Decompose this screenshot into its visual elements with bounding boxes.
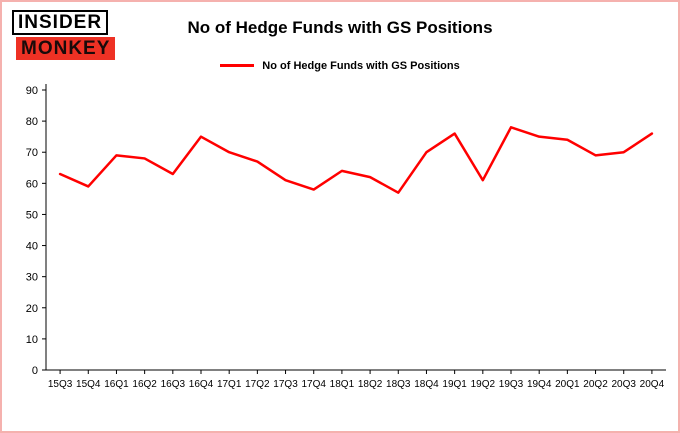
- x-tick-label: 17Q4: [301, 379, 326, 390]
- y-tick-label: 20: [26, 303, 38, 315]
- x-tick-label: 19Q2: [471, 379, 496, 390]
- x-tick-label: 20Q1: [555, 379, 580, 390]
- x-tick-label: 17Q3: [273, 379, 298, 390]
- x-tick-label: 17Q1: [217, 379, 242, 390]
- x-tick-label: 18Q1: [330, 379, 355, 390]
- chart-title: No of Hedge Funds with GS Positions: [187, 18, 493, 37]
- y-tick-label: 10: [26, 334, 38, 346]
- y-tick-label: 80: [26, 116, 38, 128]
- x-tick-label: 15Q4: [76, 379, 101, 390]
- y-tick-label: 0: [32, 365, 38, 377]
- legend-label: No of Hedge Funds with GS Positions: [262, 60, 460, 73]
- x-tick-label: 17Q2: [245, 379, 270, 390]
- x-tick-label: 19Q3: [499, 379, 524, 390]
- x-tick-label: 19Q4: [527, 379, 552, 390]
- x-tick-label: 15Q3: [48, 379, 73, 390]
- x-tick-label: 20Q2: [583, 379, 608, 390]
- legend-line-swatch: [220, 63, 255, 67]
- x-tick-label: 16Q4: [189, 379, 214, 390]
- x-tick-label: 19Q1: [442, 379, 467, 390]
- y-tick-label: 40: [26, 241, 38, 253]
- y-tick-label: 50: [26, 209, 38, 221]
- x-tick-label: 20Q4: [640, 379, 665, 390]
- chart-legend: No of Hedge Funds with GS Positions: [2, 60, 678, 72]
- x-tick-label: 16Q1: [104, 379, 129, 390]
- x-tick-label: 18Q2: [358, 379, 383, 390]
- y-tick-label: 90: [26, 85, 38, 97]
- x-tick-label: 20Q3: [611, 379, 636, 390]
- y-tick-label: 30: [26, 272, 38, 284]
- x-tick-label: 16Q3: [161, 379, 186, 390]
- data-line: [58, 126, 654, 194]
- logo-monkey-text: MONKEY: [16, 37, 116, 60]
- insider-monkey-logo: INSIDER MONKEY: [12, 10, 116, 60]
- logo-insider-text: INSIDER: [12, 10, 109, 35]
- y-tick-label: 70: [26, 147, 38, 159]
- x-tick-label: 18Q4: [414, 379, 439, 390]
- x-tick-label: 18Q3: [386, 379, 411, 390]
- y-tick-label: 60: [26, 178, 38, 190]
- x-tick-label: 16Q2: [132, 379, 157, 390]
